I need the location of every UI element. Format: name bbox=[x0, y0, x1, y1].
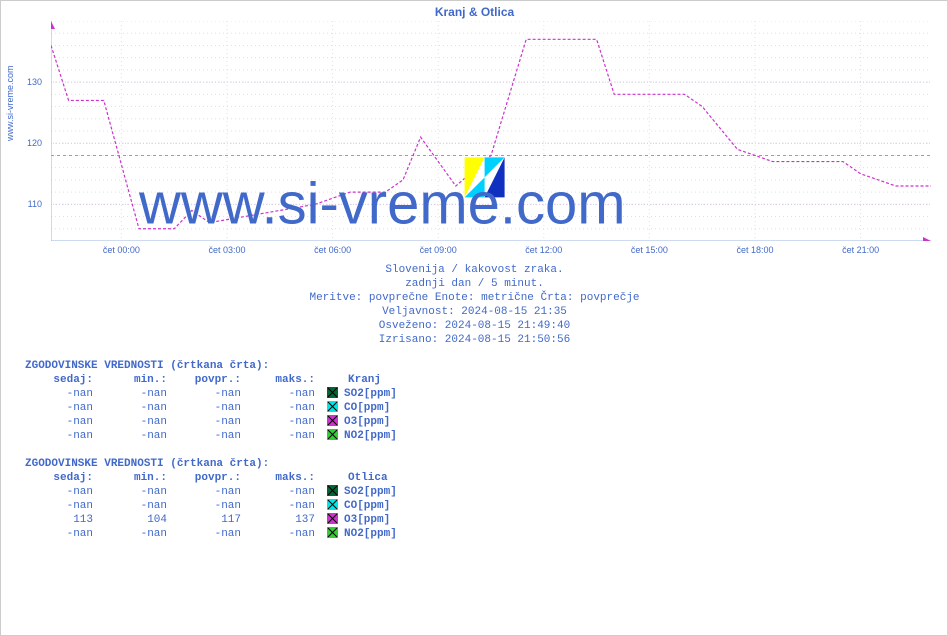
legend-row: -nan-nan-nan-nanSO2[ppm] bbox=[25, 485, 397, 499]
meta-line: Izrisano: 2024-08-15 21:50:56 bbox=[1, 333, 947, 347]
legend-header: sedaj:min.:povpr.:maks.:Kranj bbox=[25, 373, 397, 387]
swatch-icon bbox=[327, 429, 338, 440]
y-tick-label: 120 bbox=[27, 138, 42, 148]
x-tick-label: čet 09:00 bbox=[420, 245, 457, 255]
x-tick-label: čet 21:00 bbox=[842, 245, 879, 255]
legend-row: 113104117137O3[ppm] bbox=[25, 513, 397, 527]
chart-container: www.si-vreme.com Kranj & Otlica www.si-v… bbox=[0, 0, 947, 636]
x-tick-label: čet 18:00 bbox=[736, 245, 773, 255]
meta-line: Slovenija / kakovost zraka. bbox=[1, 263, 947, 277]
legend-title: ZGODOVINSKE VREDNOSTI (črtkana črta): bbox=[25, 359, 397, 373]
legend-row: -nan-nan-nan-nanO3[ppm] bbox=[25, 415, 397, 429]
legend-row: -nan-nan-nan-nanNO2[ppm] bbox=[25, 527, 397, 541]
swatch-icon bbox=[327, 387, 338, 398]
plot-area: www.si-vreme.com bbox=[51, 21, 931, 241]
swatch-icon bbox=[327, 415, 338, 426]
x-tick-label: čet 12:00 bbox=[525, 245, 562, 255]
legend-block: ZGODOVINSKE VREDNOSTI (črtkana črta):sed… bbox=[25, 457, 397, 541]
legend-title: ZGODOVINSKE VREDNOSTI (črtkana črta): bbox=[25, 457, 397, 471]
meta-block: Slovenija / kakovost zraka. zadnji dan /… bbox=[1, 263, 947, 347]
y-tick-label: 110 bbox=[28, 199, 42, 209]
svg-text:www.si-vreme.com: www.si-vreme.com bbox=[138, 171, 626, 236]
legend-tables: ZGODOVINSKE VREDNOSTI (črtkana črta):sed… bbox=[25, 359, 397, 555]
x-tick-label: čet 00:00 bbox=[103, 245, 140, 255]
legend-row: -nan-nan-nan-nanCO[ppm] bbox=[25, 499, 397, 513]
swatch-icon bbox=[327, 401, 338, 412]
swatch-icon bbox=[327, 527, 338, 538]
x-tick-label: čet 06:00 bbox=[314, 245, 351, 255]
swatch-icon bbox=[327, 485, 338, 496]
plot-svg: www.si-vreme.com bbox=[51, 21, 931, 241]
x-tick-label: čet 03:00 bbox=[208, 245, 245, 255]
legend-row: -nan-nan-nan-nanCO[ppm] bbox=[25, 401, 397, 415]
y-axis-ticks: 110 120 130 bbox=[1, 21, 46, 241]
legend-block: ZGODOVINSKE VREDNOSTI (črtkana črta):sed… bbox=[25, 359, 397, 443]
legend-header: sedaj:min.:povpr.:maks.:Otlica bbox=[25, 471, 397, 485]
x-axis-ticks: čet 00:00 čet 03:00 čet 06:00 čet 09:00 čet … bbox=[51, 245, 931, 259]
legend-row: -nan-nan-nan-nanNO2[ppm] bbox=[25, 429, 397, 443]
swatch-icon bbox=[327, 499, 338, 510]
x-tick-label: čet 15:00 bbox=[631, 245, 668, 255]
legend-row: -nan-nan-nan-nanSO2[ppm] bbox=[25, 387, 397, 401]
chart-title: Kranj & Otlica bbox=[1, 5, 947, 19]
meta-line: zadnji dan / 5 minut. bbox=[1, 277, 947, 291]
y-tick-label: 130 bbox=[27, 77, 42, 87]
swatch-icon bbox=[327, 513, 338, 524]
meta-line: Veljavnost: 2024-08-15 21:35 bbox=[1, 305, 947, 319]
meta-line: Osveženo: 2024-08-15 21:49:40 bbox=[1, 319, 947, 333]
meta-line: Meritve: povprečne Enote: metrične Črta:… bbox=[1, 291, 947, 305]
